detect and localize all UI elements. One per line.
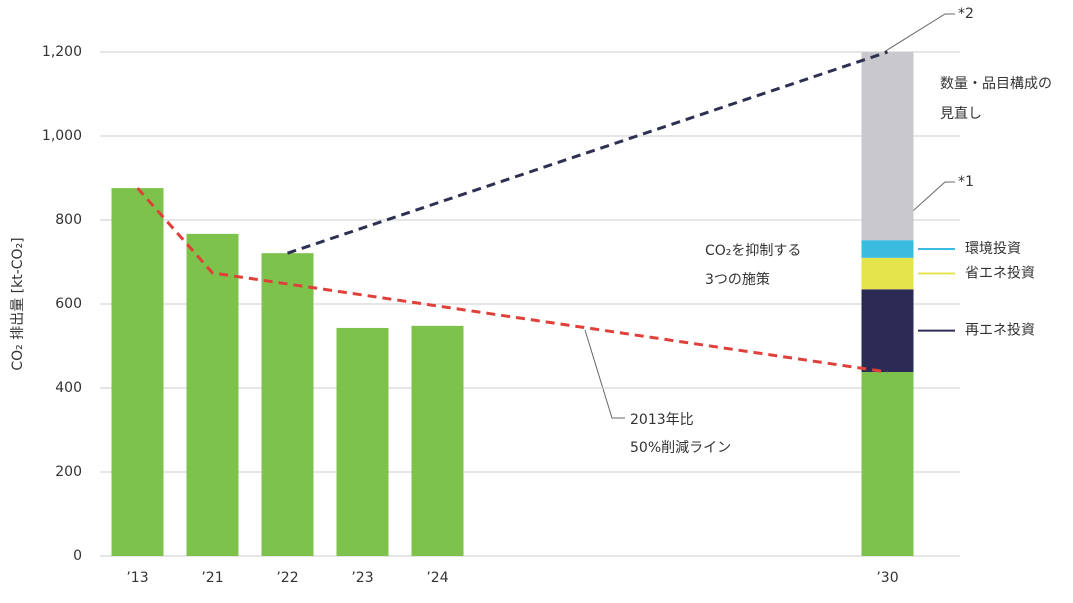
legend-label: 環境投資 [965,241,1021,257]
annotation: CO₂を抑制する [705,243,801,259]
bar [186,233,239,557]
dashed-line [287,50,888,255]
x-tick-label: ’30 [876,570,898,586]
bar [336,327,389,556]
y-tick-label: 200 [55,464,82,480]
dashed-line [136,187,888,374]
annotation: *2 [958,6,974,22]
x-tick-label: ’22 [276,570,298,586]
leader-line [883,13,955,53]
bar [861,52,914,241]
x-tick-label: ’24 [426,570,448,586]
bar [861,372,914,556]
y-tick-label: 1,000 [42,128,82,144]
y-axis-label: CO₂ 排出量 [kt-CO₂] [10,237,26,370]
bar [411,325,464,556]
annotation: 3つの施策 [705,271,770,288]
x-tick-label: ’23 [351,570,373,586]
x-tick-label: ’21 [201,570,223,586]
y-tick-label: 0 [73,548,82,564]
y-tick-label: 600 [55,296,82,312]
y-tick-label: 1,200 [42,44,82,60]
annotation: 2013年比 [630,412,694,428]
leader-line [584,329,625,419]
legend-label: 再エネ投資 [965,323,1035,339]
y-tick-label: 400 [55,380,82,396]
x-tick-label: ’13 [126,570,148,586]
legend-label: 省エネ投資 [965,266,1035,282]
y-tick-label: 800 [55,212,82,228]
bar [861,240,914,258]
bar [111,188,164,556]
bar [261,253,314,556]
bar [861,257,914,290]
annotation: *1 [958,174,974,190]
annotation: 50%削減ライン [630,439,731,456]
bar [861,289,914,373]
legend-label: 数量・品目構成の見直し [940,76,1052,122]
